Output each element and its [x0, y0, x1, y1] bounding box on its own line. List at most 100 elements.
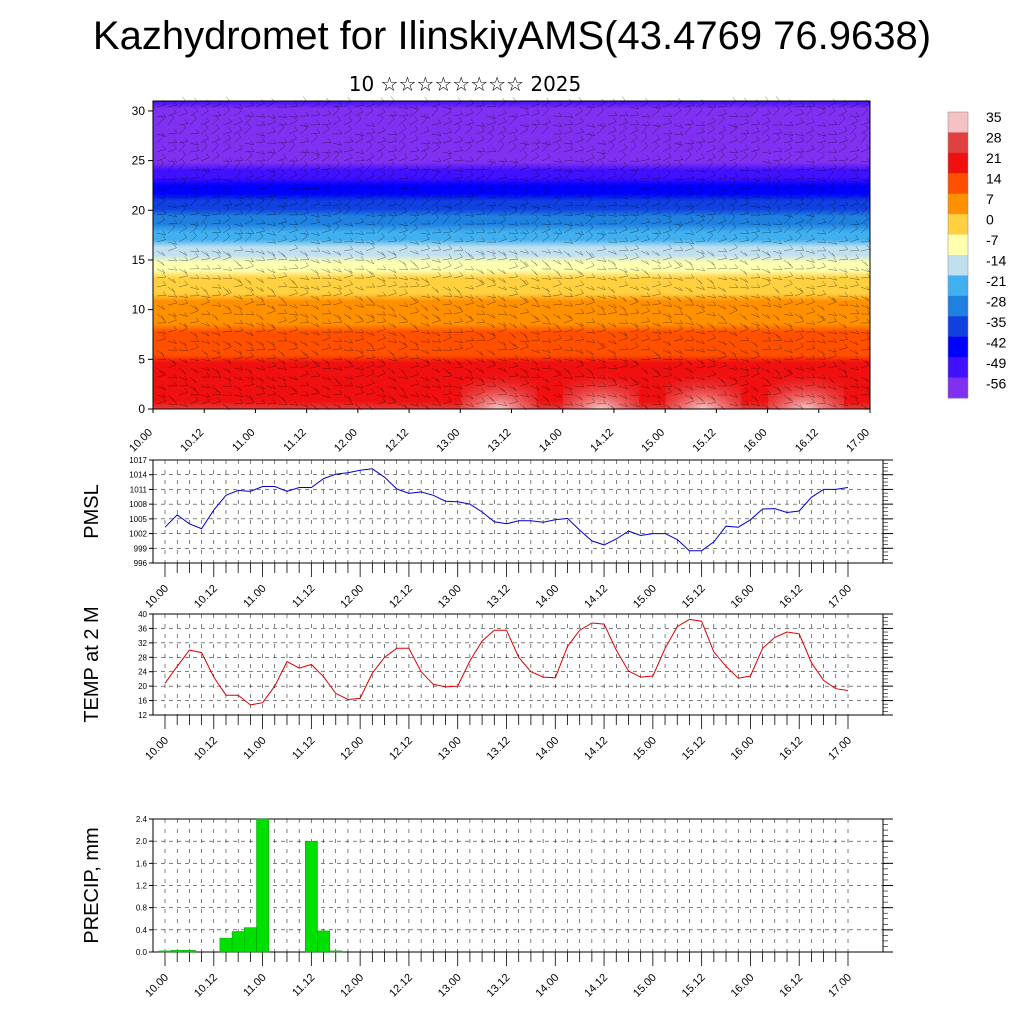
temp-series-line	[164, 618, 849, 706]
y-tick-label: 1.6	[136, 859, 148, 868]
y-tick-label: 0.8	[136, 904, 148, 913]
y-tick-label: 24	[138, 668, 147, 677]
y-tick-label: 1.2	[136, 882, 148, 891]
colorbar-label: -35	[986, 314, 1006, 330]
heatmap-xtick-label: 15.12	[691, 427, 719, 455]
x-tick-label: 16.12	[777, 583, 805, 611]
precip-bar	[170, 950, 184, 953]
pmsl-series-line	[164, 468, 849, 552]
y-tick-label: 1008	[129, 500, 147, 509]
y-tick-label: 40	[138, 610, 147, 619]
x-tick-label: 16.00	[729, 583, 757, 611]
y-tick-label: 20	[132, 203, 146, 217]
heatmap-xtick-label: 13.00	[434, 427, 462, 455]
page-subtitle: 10 ☆☆☆☆☆☆☆☆ 2025	[348, 72, 582, 96]
heatmap-xtick-label: 12.12	[383, 427, 411, 455]
heatmap-xtick-label: 10.00	[127, 427, 155, 455]
precip-bar	[158, 950, 172, 953]
precip-bar	[256, 818, 269, 953]
colorbar-label: -28	[986, 294, 1006, 310]
colorbar-label: -42	[986, 335, 1006, 351]
y-tick-label: 25	[132, 154, 146, 168]
x-tick-label: 16.00	[729, 735, 757, 763]
x-tick-label: 14.12	[582, 735, 610, 763]
x-tick-label: 12.00	[338, 735, 366, 763]
y-tick-label: 1017	[129, 456, 147, 465]
y-tick-label: 10	[132, 303, 146, 317]
y-tick-label: 999	[134, 544, 148, 553]
heatmap-xtick-label: 17.00	[844, 427, 872, 455]
y-tick-label: 28	[138, 653, 147, 662]
colorbar-segment	[948, 377, 968, 399]
colorbar-frame	[947, 111, 969, 399]
x-tick-label: 17.00	[826, 972, 854, 1000]
x-tick-label: 11.12	[290, 583, 317, 610]
x-tick-label: 14.00	[533, 972, 561, 1000]
precip-bar	[317, 930, 330, 953]
heatmap-xtick-label: 12.00	[332, 427, 360, 455]
temp-2m-line-chart: 12 16 20 24 28 32 36 40 10.00 10.12 11.00 11.12 12.0…	[81, 606, 893, 763]
x-tick-label: 12.00	[338, 972, 366, 1000]
y-tick-label: 1014	[129, 471, 147, 480]
x-tick-label: 11.00	[241, 972, 268, 999]
x-tick-label: 16.00	[729, 972, 757, 1000]
y-tick-label: 0	[138, 402, 145, 416]
x-tick-label: 15.12	[680, 735, 708, 763]
x-tick-label: 16.12	[777, 735, 805, 763]
x-tick-label: 10.12	[192, 972, 220, 1000]
colorbar-label: -14	[986, 253, 1006, 269]
x-tick-label: 12.12	[387, 583, 415, 611]
x-tick-label: 12.12	[387, 972, 415, 1000]
precip-bar	[231, 931, 245, 953]
x-tick-label: 10.00	[143, 735, 171, 763]
precip-bar-chart: 0.0 0.4 0.8 1.2 1.6 2.0 2.4 10.00 10.12 11.00 11.1…	[81, 815, 893, 1000]
y-axis-label: TEMP at 2 M	[81, 606, 103, 722]
colorbar-label: 21	[986, 150, 1002, 166]
x-tick-label: 11.12	[290, 972, 317, 999]
y-tick-label: 32	[138, 639, 147, 648]
colorbar-label: 28	[986, 130, 1002, 146]
colorbar-label: 7	[986, 191, 994, 207]
y-tick-label: 0.4	[136, 926, 148, 935]
y-tick-label: 12	[138, 711, 147, 720]
x-tick-label: 11.12	[290, 735, 317, 762]
x-tick-label: 13.12	[485, 583, 513, 611]
colorbar-segment	[948, 152, 968, 174]
colorbar-segment	[948, 275, 968, 297]
x-tick-label: 10.00	[143, 583, 171, 611]
x-tick-label: 14.00	[533, 735, 561, 763]
y-tick-label: 5	[138, 352, 145, 366]
x-tick-label: 17.00	[826, 735, 854, 763]
x-tick-label: 11.00	[241, 583, 268, 610]
colorbar-segment	[948, 295, 968, 317]
colorbar-segment	[948, 336, 968, 358]
x-tick-label: 14.00	[533, 583, 561, 611]
heatmap-xtick-label: 15.00	[639, 427, 667, 455]
precip-bar	[244, 927, 257, 953]
precip-bar	[329, 950, 343, 953]
warm-surface-anomaly	[767, 364, 844, 409]
x-tick-label: 12.12	[387, 735, 415, 763]
x-tick-label: 13.12	[485, 735, 513, 763]
y-tick-label: 1005	[129, 515, 147, 524]
wind-barbs	[156, 96, 871, 411]
heatmap-xtick-label: 13.12	[486, 427, 514, 455]
colorbar-label: -21	[986, 273, 1006, 289]
x-tick-label: 14.12	[582, 972, 610, 1000]
colorbar-segment	[948, 132, 968, 154]
y-tick-label: 16	[138, 697, 147, 706]
y-tick-label: 1011	[130, 485, 148, 494]
colorbar-label: 0	[986, 212, 994, 228]
warm-surface-anomaly	[563, 364, 640, 409]
y-axis-label: PMSL	[81, 484, 103, 538]
x-tick-label: 10.12	[192, 583, 220, 611]
x-tick-label: 10.12	[192, 735, 220, 763]
x-tick-label: 16.12	[777, 972, 805, 1000]
heatmap-xtick-label: 16.00	[742, 427, 770, 455]
y-tick-label: 1002	[129, 530, 147, 539]
colorbar-label: 35	[986, 109, 1002, 125]
x-tick-label: 10.00	[143, 972, 171, 1000]
y-tick-label: 36	[138, 624, 147, 633]
colorbar-segment	[948, 193, 968, 215]
y-tick-label: 20	[138, 682, 147, 691]
